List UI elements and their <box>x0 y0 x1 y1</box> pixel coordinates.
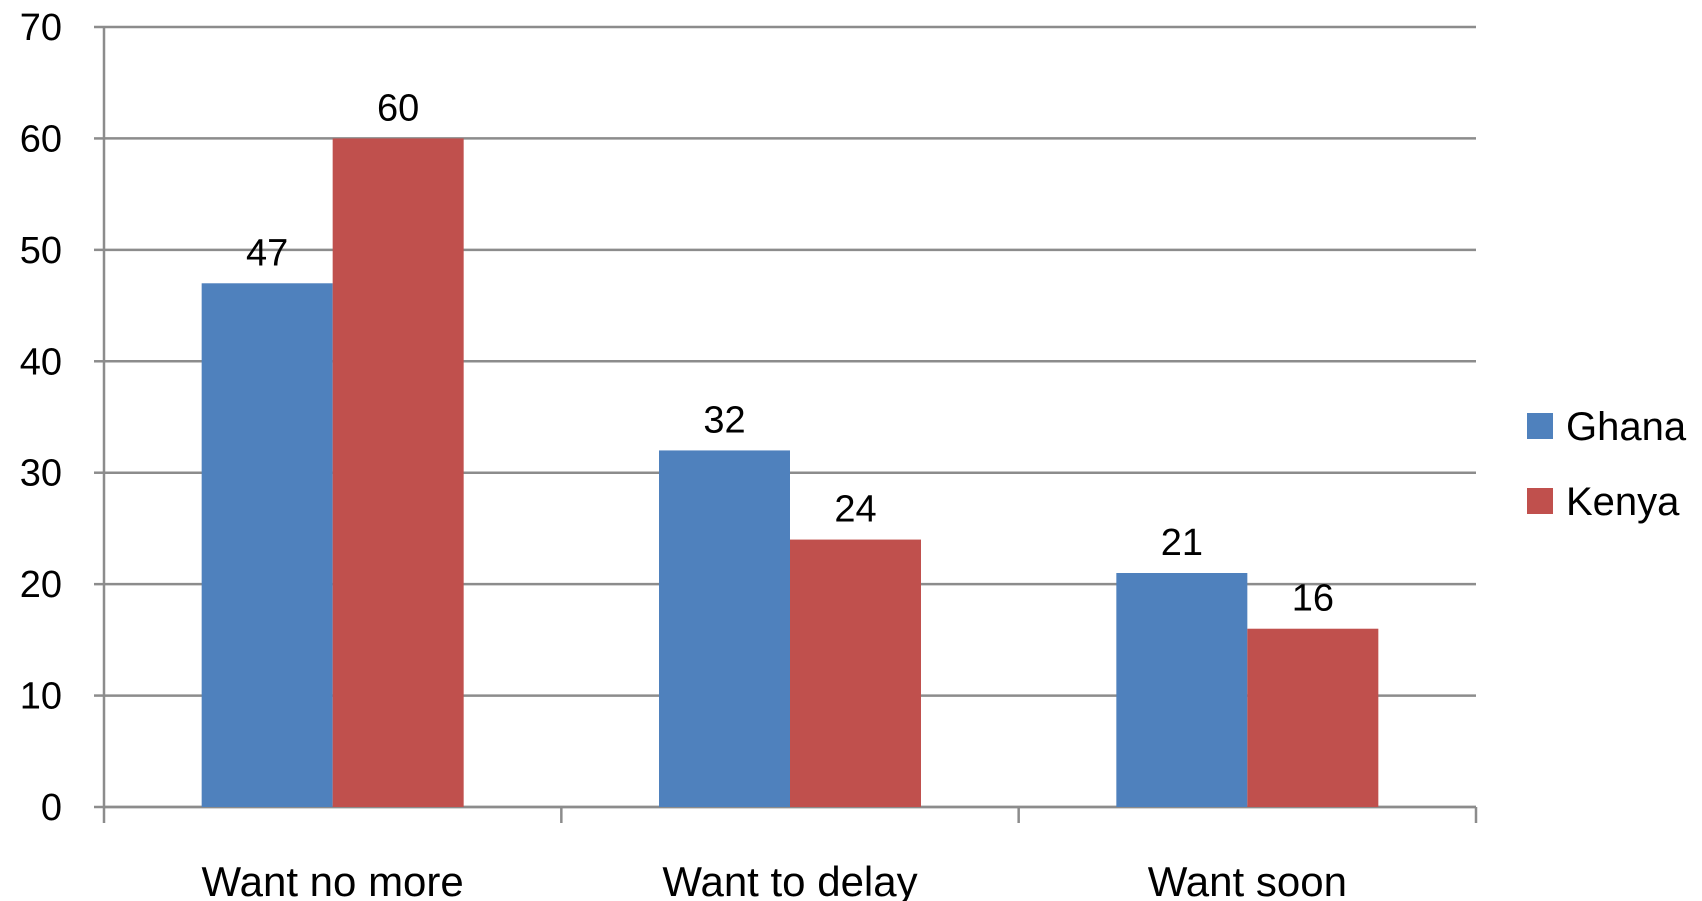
bar-ghana-1 <box>659 450 790 807</box>
bar-kenya-0 <box>332 138 464 807</box>
legend-label-ghana: Ghana <box>1566 405 1687 449</box>
y-tick-label: 60 <box>20 118 62 160</box>
y-tick-label: 0 <box>41 787 62 829</box>
data-label: 47 <box>246 232 288 274</box>
y-tick-label: 50 <box>20 230 62 272</box>
x-category-label: Want no more <box>202 858 464 901</box>
data-label: 32 <box>703 399 745 441</box>
data-labels: 47 60 32 24 21 16 <box>246 87 1334 619</box>
y-tick-label: 20 <box>20 564 62 606</box>
y-tick-label: 40 <box>20 341 62 383</box>
bar-ghana-2 <box>1116 573 1248 807</box>
y-tick-label: 10 <box>20 676 62 718</box>
data-label: 16 <box>1292 578 1334 620</box>
bars <box>201 138 1379 807</box>
bar-kenya-1 <box>790 539 921 807</box>
x-category-label: Want to delay <box>662 858 917 901</box>
data-label: 21 <box>1161 522 1203 564</box>
legend-swatch-ghana <box>1527 413 1553 439</box>
axes: 0 10 20 30 40 50 60 70 Want no more Want to delay… <box>20 7 1478 901</box>
legend-label-kenya: Kenya <box>1566 480 1680 524</box>
y-tick-label: 70 <box>20 7 62 49</box>
bar-kenya-2 <box>1247 628 1379 807</box>
x-category-label: Want soon <box>1148 858 1347 901</box>
bar-ghana-0 <box>201 283 333 807</box>
data-label: 60 <box>377 87 419 129</box>
legend-swatch-kenya <box>1527 488 1553 514</box>
legend: Ghana Kenya <box>1527 405 1687 524</box>
data-label: 24 <box>834 489 876 531</box>
y-tick-label: 30 <box>20 453 62 495</box>
